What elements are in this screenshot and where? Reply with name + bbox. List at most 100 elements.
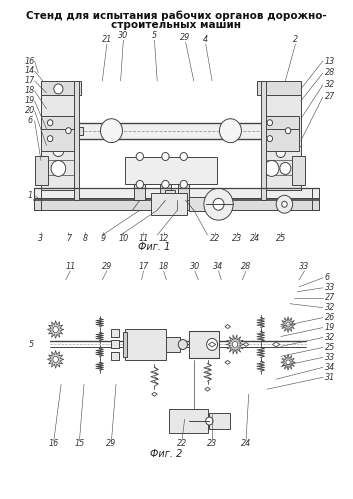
Bar <box>123 331 127 357</box>
Text: 19: 19 <box>25 96 35 105</box>
Text: 22: 22 <box>177 440 187 449</box>
Circle shape <box>162 180 169 188</box>
Polygon shape <box>281 317 295 332</box>
Text: 29: 29 <box>180 33 191 42</box>
Circle shape <box>232 341 238 347</box>
Text: 27: 27 <box>325 92 335 101</box>
Bar <box>166 190 175 200</box>
Text: 10: 10 <box>118 234 128 243</box>
Bar <box>189 330 219 358</box>
Text: 20: 20 <box>25 106 35 115</box>
Text: 11: 11 <box>65 262 76 271</box>
Circle shape <box>47 120 53 126</box>
Text: Фиг. 2: Фиг. 2 <box>150 449 183 459</box>
Bar <box>292 156 305 185</box>
Polygon shape <box>47 320 64 338</box>
Bar <box>262 116 299 151</box>
Bar <box>134 184 145 200</box>
Text: 7: 7 <box>66 234 71 243</box>
Circle shape <box>276 148 285 158</box>
Circle shape <box>180 180 187 188</box>
Text: 6: 6 <box>325 273 330 282</box>
Bar <box>178 184 189 200</box>
Circle shape <box>267 136 273 142</box>
Circle shape <box>285 128 291 134</box>
Text: 21: 21 <box>102 34 112 44</box>
Text: 27: 27 <box>325 293 335 302</box>
Bar <box>209 413 229 429</box>
Text: 28: 28 <box>325 68 335 77</box>
Polygon shape <box>209 342 216 347</box>
Circle shape <box>204 188 233 220</box>
Bar <box>34 198 319 210</box>
Text: 31: 31 <box>325 373 335 382</box>
Bar <box>41 116 78 151</box>
Polygon shape <box>243 342 249 346</box>
Polygon shape <box>152 392 157 396</box>
Text: 3: 3 <box>38 234 43 243</box>
Polygon shape <box>225 324 231 328</box>
Text: 29: 29 <box>102 262 112 271</box>
Text: 30: 30 <box>190 262 200 271</box>
Bar <box>257 81 301 95</box>
Bar <box>112 340 119 348</box>
Text: 9: 9 <box>101 234 106 243</box>
Circle shape <box>101 119 122 143</box>
Circle shape <box>213 198 224 210</box>
Bar <box>34 188 319 198</box>
Circle shape <box>136 180 143 188</box>
Bar <box>75 123 269 139</box>
Polygon shape <box>205 387 210 391</box>
Bar <box>166 336 180 352</box>
Bar <box>169 409 208 433</box>
Circle shape <box>264 161 279 177</box>
Bar <box>151 193 187 215</box>
Text: 32: 32 <box>325 333 335 342</box>
Circle shape <box>207 338 217 350</box>
Text: 25: 25 <box>276 234 286 243</box>
Circle shape <box>282 201 287 207</box>
Text: 28: 28 <box>241 262 251 271</box>
Bar <box>112 352 119 360</box>
Text: 12: 12 <box>158 234 169 243</box>
Text: 22: 22 <box>210 234 220 243</box>
Text: 24: 24 <box>250 234 260 243</box>
Polygon shape <box>47 350 64 368</box>
Circle shape <box>51 161 66 177</box>
Text: 16: 16 <box>49 440 59 449</box>
Bar <box>189 197 206 211</box>
Text: 33: 33 <box>325 353 335 362</box>
Circle shape <box>286 360 290 365</box>
Text: 17: 17 <box>25 76 35 85</box>
Circle shape <box>53 145 64 157</box>
Text: 32: 32 <box>325 303 335 312</box>
Text: 13: 13 <box>325 56 335 65</box>
Circle shape <box>47 136 53 142</box>
Text: 16: 16 <box>25 56 35 65</box>
Circle shape <box>66 128 71 134</box>
Text: 33: 33 <box>299 262 310 271</box>
Bar <box>262 91 301 190</box>
Bar <box>36 156 48 185</box>
Text: строительных машин: строительных машин <box>112 20 241 30</box>
Text: 17: 17 <box>138 262 149 271</box>
Text: 26: 26 <box>325 313 335 322</box>
Polygon shape <box>273 342 280 347</box>
Text: 25: 25 <box>325 343 335 352</box>
Circle shape <box>280 163 291 175</box>
Text: 32: 32 <box>325 80 335 89</box>
Text: 6: 6 <box>28 116 32 125</box>
Text: 34: 34 <box>214 262 224 271</box>
Text: 24: 24 <box>241 440 251 449</box>
Circle shape <box>180 153 187 161</box>
Text: 30: 30 <box>118 31 128 40</box>
Circle shape <box>220 119 241 143</box>
Bar <box>76 127 83 135</box>
Circle shape <box>206 417 213 425</box>
Bar <box>125 157 217 184</box>
Polygon shape <box>225 360 231 364</box>
Bar <box>41 81 81 95</box>
Circle shape <box>136 153 143 161</box>
Text: 14: 14 <box>25 66 35 75</box>
Bar <box>112 328 119 336</box>
